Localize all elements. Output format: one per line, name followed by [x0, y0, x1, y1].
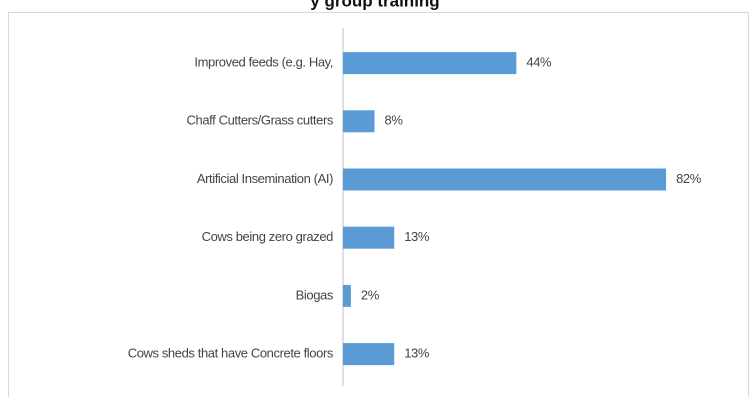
data-label: 13% [404, 346, 430, 361]
chart-title: y group training [310, 0, 439, 10]
data-label: 13% [404, 229, 430, 244]
bar [343, 52, 517, 75]
category-label: Chaff Cutters/Grass cutters [187, 113, 334, 128]
bar [343, 343, 395, 366]
category-label: Biogas [296, 287, 334, 302]
data-label: 82% [676, 171, 702, 186]
category-label: Artificial Insemination (AI) [197, 171, 333, 186]
bar [343, 226, 395, 249]
data-label: 8% [385, 113, 404, 128]
bar [343, 168, 667, 191]
chart-frame [8, 12, 749, 397]
category-label: Improved feeds (e.g. Hay, [194, 55, 333, 70]
category-label: Cows being zero grazed [202, 229, 334, 244]
bar [343, 110, 375, 133]
bar [343, 284, 351, 307]
data-label: 44% [526, 55, 552, 70]
category-label: Cows sheds that have Concrete floors [128, 346, 334, 361]
data-label: 2% [361, 287, 380, 302]
